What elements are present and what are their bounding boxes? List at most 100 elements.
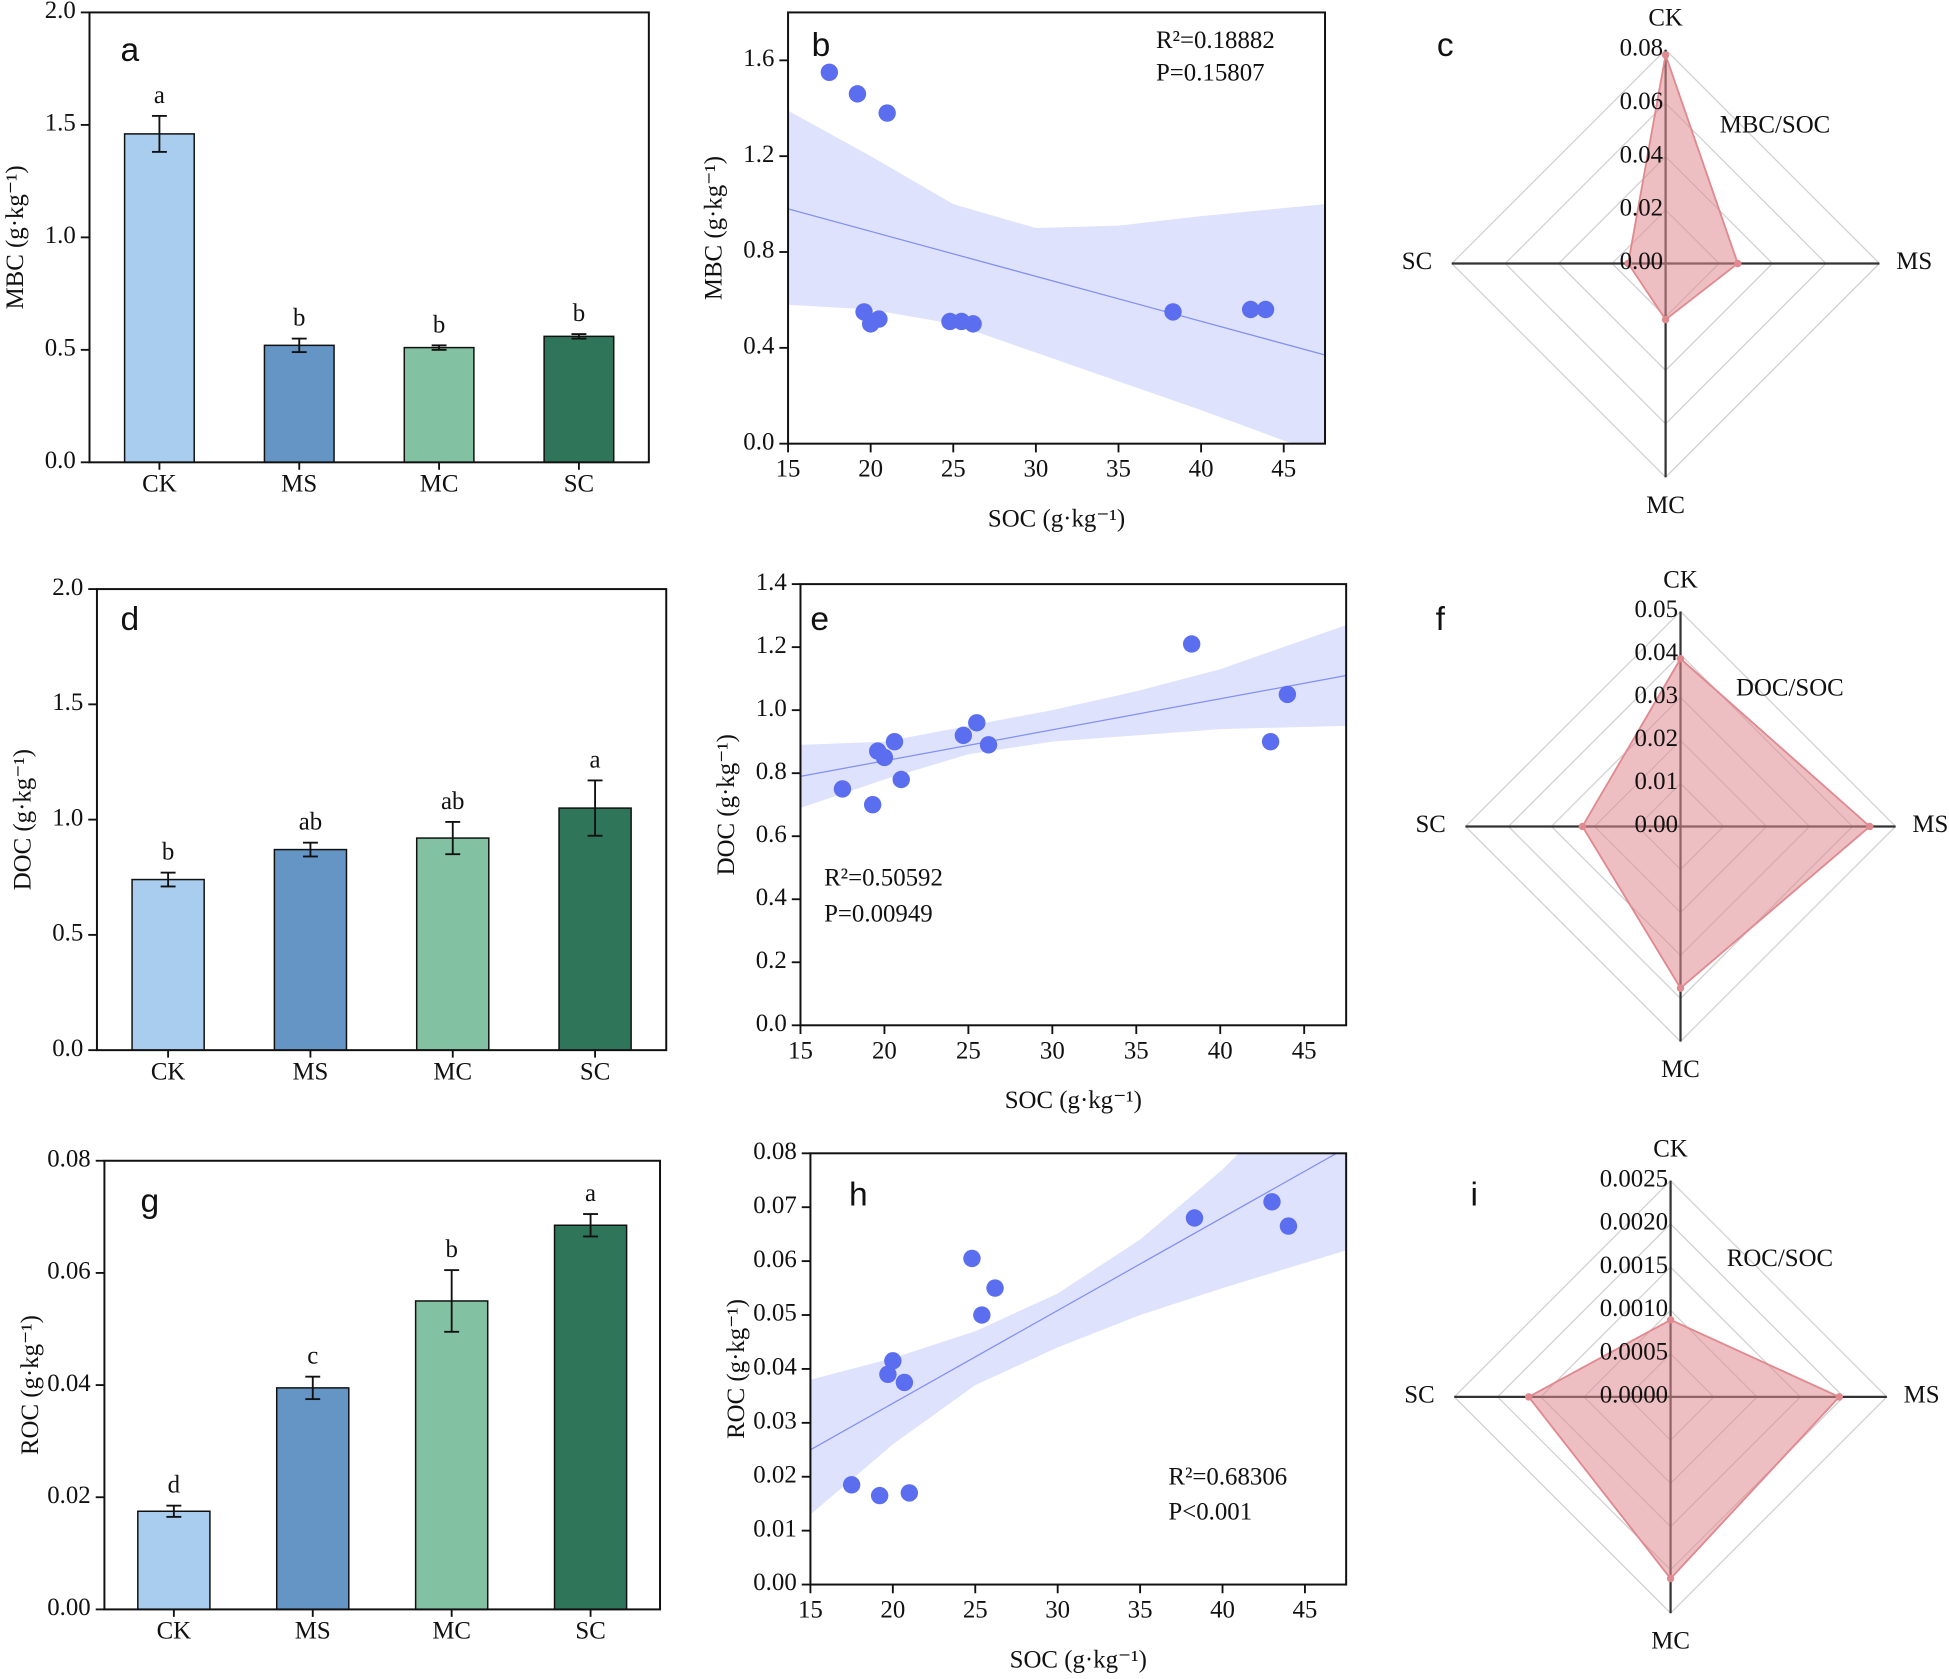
point <box>1278 685 1297 704</box>
x-tick-label: CK <box>157 1618 192 1645</box>
radar-marker <box>1866 822 1874 831</box>
r-tick-label: 0.0020 <box>1600 1209 1668 1236</box>
x-tick-label: 40 <box>1189 456 1214 483</box>
r-tick-label: 0.0025 <box>1600 1165 1668 1192</box>
fit-line <box>810 1153 1338 1451</box>
r-tick-label: 0.01 <box>1635 768 1678 795</box>
category-label: CK <box>1653 1136 1688 1163</box>
radar-marker <box>1661 51 1670 59</box>
x-tick-label: 35 <box>1124 1037 1149 1064</box>
bar <box>414 1300 489 1611</box>
radar-marker <box>1624 259 1632 268</box>
category-label: CK <box>1663 566 1698 593</box>
annotation: P=0.15807 <box>1156 59 1265 86</box>
x-tick-label: SC <box>564 471 594 498</box>
r-tick-label: 0.0015 <box>1600 1252 1668 1279</box>
x-tick-label: MC <box>420 471 459 498</box>
x-tick-label: 20 <box>872 1037 897 1064</box>
bar <box>543 335 615 464</box>
radar-marker <box>1524 1393 1533 1401</box>
category-label: SC <box>1402 248 1432 275</box>
point <box>954 726 973 745</box>
point <box>885 732 904 751</box>
x-axis-label: SOC (g·kg⁻¹) <box>1010 1646 1147 1673</box>
y-tick-label: 1.0 <box>756 695 787 722</box>
y-tick-label: 0.0 <box>52 1035 83 1062</box>
point <box>870 310 888 328</box>
r-tick-label: 0.08 <box>1620 34 1663 61</box>
radar-marker <box>1666 1316 1675 1324</box>
significance-label: a <box>590 746 601 773</box>
plot-frame <box>88 11 650 464</box>
point <box>973 1306 991 1324</box>
bar <box>263 344 335 464</box>
annotation: R²=0.18882 <box>1156 27 1275 54</box>
significance-label: b <box>573 300 585 327</box>
annotation: P<0.001 <box>1168 1498 1252 1525</box>
x-tick-label: 45 <box>1293 1597 1318 1624</box>
category-label: MS <box>1904 1382 1940 1409</box>
radar-marker <box>1734 259 1742 268</box>
y-axis-label: MBC (g·kg⁻¹) <box>701 156 728 300</box>
radar-area <box>1527 1318 1841 1580</box>
y-tick-label: 0.04 <box>47 1370 91 1397</box>
point <box>879 1365 897 1384</box>
r-tick-label: 0.04 <box>1620 141 1664 168</box>
x-tick-label: 35 <box>1106 456 1131 483</box>
panel-label: i <box>1470 1177 1477 1214</box>
r-tick-label: 0.0000 <box>1600 1382 1668 1409</box>
x-tick-label: MS <box>295 1618 331 1645</box>
panel-label: h <box>849 1177 868 1214</box>
y-axis-label: DOC (g·kg⁻¹) <box>713 734 740 875</box>
confidence-band <box>788 110 1326 444</box>
confidence-band <box>810 1153 1347 1515</box>
y-tick-label: 1.6 <box>743 45 774 72</box>
plot-frame <box>103 1159 662 1611</box>
x-tick-label: MS <box>281 471 317 498</box>
y-tick-label: 0.05 <box>753 1300 796 1327</box>
point <box>900 1484 919 1502</box>
x-tick-label: 15 <box>776 456 801 483</box>
x-axis-label: SOC (g·kg⁻¹) <box>988 505 1125 532</box>
y-tick-label: 2.0 <box>45 0 76 24</box>
point <box>1185 1209 1204 1227</box>
x-tick-label: 45 <box>1292 1037 1317 1064</box>
x-tick-label: 15 <box>788 1037 813 1064</box>
significance-label: a <box>154 82 165 109</box>
x-tick-label: 25 <box>956 1037 981 1064</box>
plot-frame <box>787 11 1327 445</box>
y-tick-label: 0.0 <box>45 447 76 474</box>
r-tick-label: 0.06 <box>1620 88 1663 115</box>
point <box>979 736 998 754</box>
bar <box>415 837 490 1051</box>
x-tick-label: 40 <box>1210 1597 1235 1624</box>
significance-label: ab <box>441 788 464 815</box>
point <box>964 315 982 333</box>
bar <box>275 1387 350 1611</box>
point <box>833 780 852 798</box>
bar <box>123 133 195 464</box>
significance-label: b <box>162 839 174 866</box>
point <box>986 1279 1004 1297</box>
significance-label: a <box>585 1180 596 1207</box>
x-tick-label: 15 <box>798 1597 823 1624</box>
significance-label: b <box>293 305 305 332</box>
x-tick-label: 20 <box>880 1597 905 1624</box>
point <box>863 796 882 814</box>
point <box>1256 300 1275 319</box>
point <box>892 770 910 789</box>
r-tick-label: 0.00 <box>1635 811 1678 838</box>
y-tick-label: 0.08 <box>47 1145 90 1172</box>
significance-label: b <box>433 311 445 338</box>
y-tick-label: 0.06 <box>47 1258 90 1285</box>
bar <box>403 346 475 464</box>
x-tick-label: 30 <box>1040 1037 1065 1064</box>
bar <box>137 1510 211 1611</box>
y-tick-label: 1.5 <box>52 689 83 716</box>
x-tick-label: 25 <box>963 1597 988 1624</box>
panel-label: g <box>140 1183 159 1220</box>
point <box>820 63 839 82</box>
x-tick-label: MC <box>432 1618 471 1645</box>
y-tick-label: 1.0 <box>52 804 83 831</box>
y-tick-label: 1.2 <box>756 632 787 659</box>
